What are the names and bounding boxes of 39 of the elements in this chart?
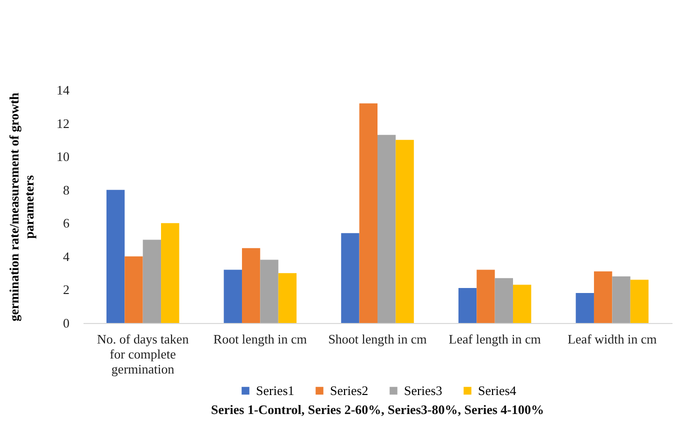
- legend-label: Series3: [404, 382, 442, 398]
- bar: [630, 280, 649, 323]
- bar: [396, 140, 414, 323]
- bar: [494, 278, 514, 323]
- legend-label: Series2: [330, 382, 368, 398]
- text: Series 1-Control, Series 2-60%, Series3-80%, Series 4-100%: [210, 402, 544, 417]
- bar: [124, 256, 143, 323]
- bar: [612, 276, 630, 323]
- bar: [378, 134, 396, 323]
- bar: [260, 260, 278, 323]
- bar: [458, 288, 477, 323]
- x-tick-label: Root length in cm: [213, 332, 307, 346]
- bar: [359, 103, 378, 323]
- legend-label: Series1: [256, 382, 294, 398]
- y-tick-label: 14: [56, 82, 70, 98]
- x-tick-label: No. of days taken for complete germination: [96, 332, 190, 376]
- y-axis-title: germination rate/measurement of growth parameters: [6, 92, 36, 322]
- y-tick-label: 10: [56, 149, 70, 164]
- x-tick-label: Leaf length in cm: [448, 332, 541, 346]
- legend-label: Series4: [478, 382, 517, 398]
- bar: [513, 284, 532, 323]
- y-tick-label: 2: [63, 282, 70, 298]
- bar: [341, 233, 360, 323]
- bar: [576, 293, 594, 323]
- x-tick-label: Leaf width in cm: [568, 332, 657, 346]
- bar: [476, 270, 495, 323]
- x-tick-label: Shoot length in cm: [328, 332, 427, 346]
- bar: [161, 223, 180, 323]
- bar: [224, 270, 242, 323]
- bar: [106, 190, 125, 323]
- y-tick-label: 8: [63, 182, 70, 198]
- bar: [594, 271, 612, 323]
- y-tick-label: 4: [63, 248, 70, 264]
- y-tick-label: 0: [63, 316, 70, 330]
- bar: [278, 273, 297, 323]
- y-tick-label: 12: [56, 116, 70, 131]
- bar: [142, 240, 162, 323]
- y-tick-label: 6: [63, 216, 70, 231]
- bar: [242, 248, 260, 323]
